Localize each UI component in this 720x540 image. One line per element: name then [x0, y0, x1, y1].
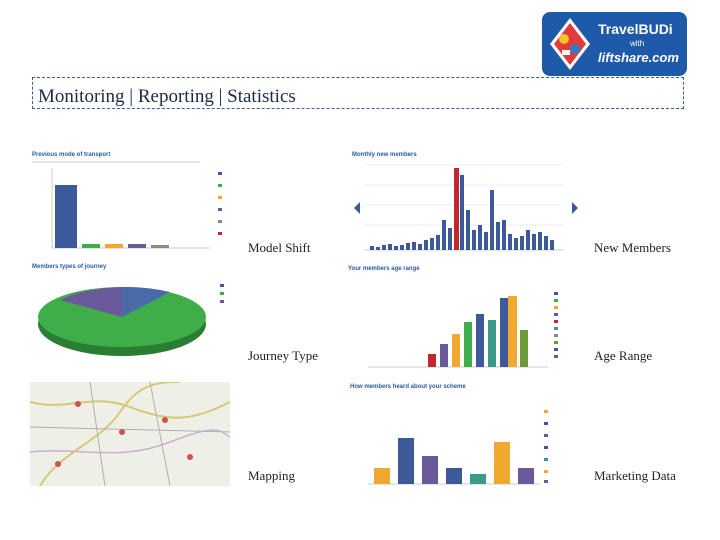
caption-mapping: Mapping: [248, 468, 295, 483]
new-members-thumb-title: Monthly new members: [352, 152, 417, 158]
journey-type-thumb-title: Members types of journey: [32, 264, 107, 270]
caption-model-shift: Model Shift: [248, 240, 311, 255]
marketing-thumb-title: How members heard about your scheme: [350, 384, 466, 390]
travelbudi-logo: TravelBUDi with liftshare.com: [542, 12, 687, 76]
header-frame: [32, 77, 684, 109]
caption-journey-type: Journey Type: [248, 348, 318, 363]
model-shift-thumbnail: Previous mode of transport: [30, 150, 245, 255]
logo-line2: with: [629, 39, 644, 48]
caption-age-range: Age Range: [594, 348, 653, 363]
caption-marketing-data: Marketing Data: [594, 468, 676, 483]
age-range-thumbnail: Your members age range: [348, 262, 583, 370]
model-shift-thumb-title: Previous mode of transport: [32, 152, 110, 158]
page-title: Monitoring | Reporting | Statistics: [38, 86, 296, 107]
age-range-thumb-title: Your members age range: [348, 266, 420, 272]
marketing-data-thumbnail: How members heard about your scheme: [348, 382, 588, 486]
journey-type-thumbnail: Members types of journey: [30, 262, 245, 367]
logo-line1: TravelBUDi: [598, 21, 673, 37]
mapping-thumbnail: [30, 382, 230, 486]
caption-new-members: New Members: [594, 240, 671, 255]
new-members-thumbnail: Monthly new members: [352, 150, 580, 260]
logo-line3: liftshare.com: [598, 50, 679, 65]
